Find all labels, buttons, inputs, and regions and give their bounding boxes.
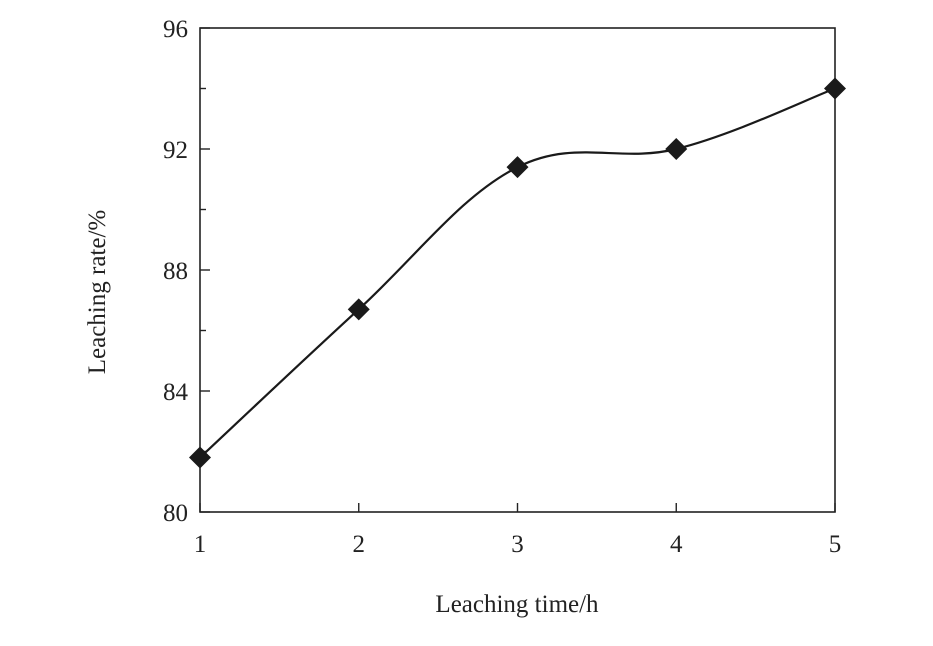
x-tick-label: 1 bbox=[194, 531, 207, 558]
y-tick-label: 84 bbox=[163, 379, 189, 406]
data-point-marker bbox=[189, 446, 211, 469]
plot-frame bbox=[199, 27, 836, 513]
y-tick-label: 88 bbox=[163, 258, 188, 285]
data-point-marker bbox=[665, 138, 688, 160]
series-line bbox=[199, 87, 836, 459]
data-point-marker bbox=[506, 156, 529, 179]
x-tick-label: 4 bbox=[670, 531, 683, 558]
y-axis-ticks: 80 84 88 92 96 bbox=[163, 16, 210, 527]
x-tick-label: 2 bbox=[353, 531, 366, 558]
x-axis-label: Leaching time/h bbox=[435, 591, 599, 618]
x-tick-label: 3 bbox=[511, 531, 524, 558]
y-tick-label: 96 bbox=[163, 16, 188, 43]
x-tick-label: 5 bbox=[829, 531, 842, 558]
data-point-marker bbox=[347, 298, 370, 321]
x-axis-ticks: 1 2 3 4 5 bbox=[194, 503, 842, 558]
y-tick-label: 92 bbox=[163, 137, 188, 164]
series-layer bbox=[189, 77, 846, 469]
y-tick-label: 80 bbox=[163, 500, 188, 527]
y-axis-label: Leaching rate/% bbox=[84, 210, 111, 375]
data-point-marker bbox=[824, 77, 846, 100]
